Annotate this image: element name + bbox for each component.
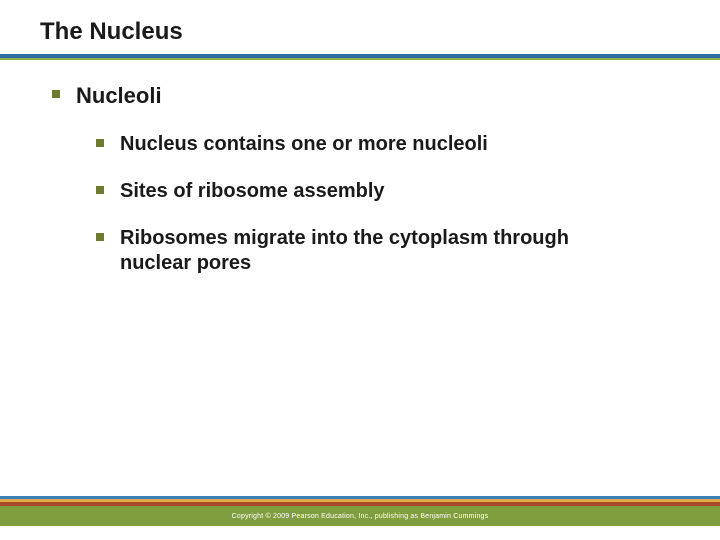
bullet-l2: Sites of ribosome assembly <box>96 179 680 204</box>
content-area: Nucleoli Nucleus contains one or more nu… <box>0 52 720 276</box>
bullet-l2-text: Sites of ribosome assembly <box>120 179 385 204</box>
bullet-l2-text: Nucleus contains one or more nucleoli <box>120 132 488 157</box>
footer-band: Copyright © 2009 Pearson Education, Inc.… <box>0 506 720 526</box>
title-bar-green <box>0 58 720 60</box>
square-bullet-icon <box>96 139 104 147</box>
square-bullet-icon <box>96 233 104 241</box>
bullet-l1-text: Nucleoli <box>76 82 162 110</box>
title-underline <box>0 54 720 60</box>
bullet-l1: Nucleoli <box>52 82 680 110</box>
bullet-l2: Ribosomes migrate into the cytoplasm thr… <box>96 226 680 276</box>
footer-stripes <box>0 496 720 506</box>
slide-title: The Nucleus <box>40 18 720 52</box>
square-bullet-icon <box>52 90 60 98</box>
square-bullet-icon <box>96 186 104 194</box>
bullet-l2: Nucleus contains one or more nucleoli <box>96 132 680 157</box>
title-area: The Nucleus <box>0 0 720 52</box>
copyright-text: Copyright © 2009 Pearson Education, Inc.… <box>232 513 489 520</box>
slide: The Nucleus Nucleoli Nucleus contains on… <box>0 0 720 540</box>
bullet-l2-text: Ribosomes migrate into the cytoplasm thr… <box>120 226 640 276</box>
